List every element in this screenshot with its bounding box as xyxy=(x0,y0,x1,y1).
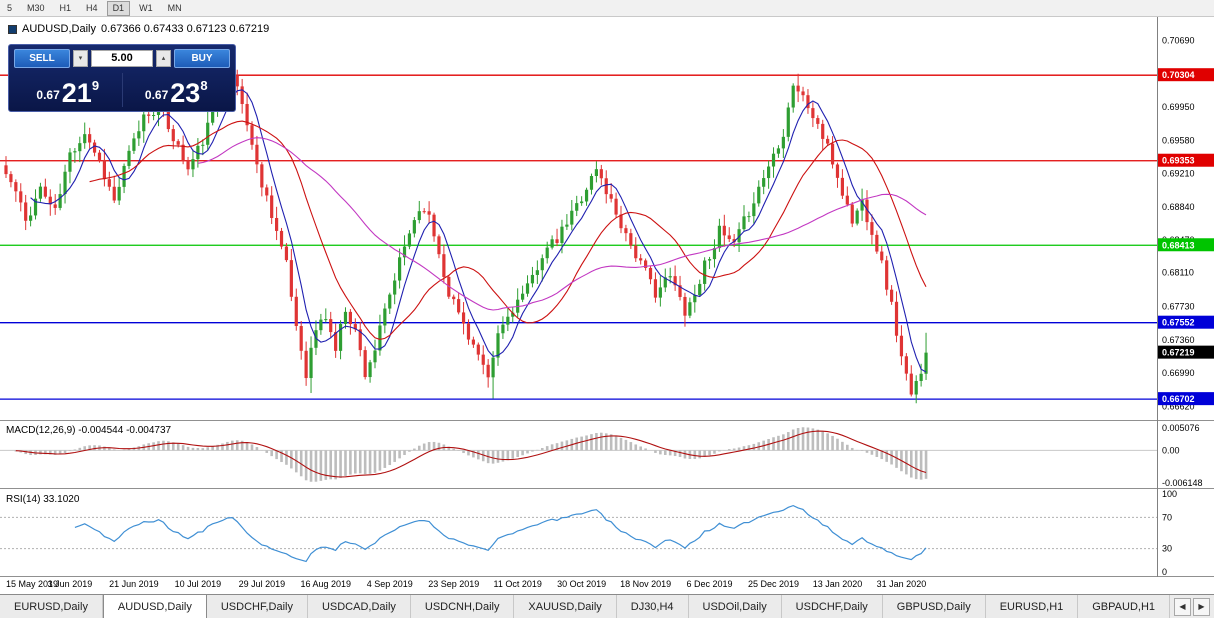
chart-tab-eurusd-h1[interactable]: EURUSD,H1 xyxy=(986,595,1079,618)
timeframe-button-h4[interactable]: H4 xyxy=(86,2,98,13)
volume-increase-button[interactable]: ▴ xyxy=(156,50,171,67)
sell-price-prefix: 0.67 xyxy=(36,88,60,102)
buy-price-display[interactable]: 0.67 23 8 xyxy=(123,70,231,110)
chart-tab-audusd-daily[interactable]: AUDUSD,Daily xyxy=(102,595,207,618)
tab-scroll-right-icon[interactable]: ▶ xyxy=(1193,597,1210,616)
svg-text:0.70690: 0.70690 xyxy=(1162,35,1195,45)
buy-price-prefix: 0.67 xyxy=(144,88,169,102)
chart-tab-eurusd-daily[interactable]: EURUSD,Daily xyxy=(0,595,103,618)
svg-text:0.67552: 0.67552 xyxy=(1162,318,1195,328)
chart-tab-gbpusd-daily[interactable]: GBPUSD,Daily xyxy=(883,595,986,618)
chart-tab-usdchf-daily[interactable]: USDCHF,Daily xyxy=(782,595,883,618)
level-lines[interactable] xyxy=(0,74,1157,400)
svg-text:13 Jan 2020: 13 Jan 2020 xyxy=(813,579,863,589)
svg-text:31 Jan 2020: 31 Jan 2020 xyxy=(877,579,927,589)
sell-button[interactable]: SELL xyxy=(14,49,70,68)
svg-text:0: 0 xyxy=(1162,567,1167,577)
moving-averages-layer xyxy=(30,89,927,373)
rsi-pane[interactable]: RSI(14) 33.1020 100 70 30 0 xyxy=(0,489,1177,577)
svg-text:0.69353: 0.69353 xyxy=(1162,156,1195,166)
price-divider xyxy=(121,73,123,107)
svg-text:18 Nov 2019: 18 Nov 2019 xyxy=(620,579,671,589)
buy-price-big: 23 xyxy=(170,78,201,108)
price-axis: 0.706900.703300.699500.695800.692100.688… xyxy=(1158,35,1214,412)
svg-text:-0.006148: -0.006148 xyxy=(1162,478,1203,488)
svg-text:29 Jul 2019: 29 Jul 2019 xyxy=(239,579,286,589)
svg-text:21 Jun 2019: 21 Jun 2019 xyxy=(109,579,159,589)
buy-button[interactable]: BUY xyxy=(174,49,230,68)
candles-layer[interactable] xyxy=(4,61,928,404)
chart-tab-dj30-h4[interactable]: DJ30,H4 xyxy=(617,595,689,618)
timeframe-button-5[interactable]: 5 xyxy=(7,2,13,13)
svg-text:0.67219: 0.67219 xyxy=(1162,348,1195,358)
svg-text:0.68110: 0.68110 xyxy=(1162,268,1194,278)
sell-price-display[interactable]: 0.67 21 9 xyxy=(14,70,122,110)
timeframe-toolbar: 5 M30 H1 H4 D1 W1 MN xyxy=(0,0,1214,17)
svg-text:0.68413: 0.68413 xyxy=(1162,240,1195,250)
svg-text:6 Dec 2019: 6 Dec 2019 xyxy=(687,579,733,589)
volume-decrease-button[interactable]: ▾ xyxy=(73,50,88,67)
chart-title: AUDUSD,Daily 0.67366 0.67433 0.67123 0.6… xyxy=(8,23,269,35)
svg-text:0.69580: 0.69580 xyxy=(1162,135,1195,145)
svg-text:3 Jun 2019: 3 Jun 2019 xyxy=(48,579,93,589)
svg-text:RSI(14) 33.1020: RSI(14) 33.1020 xyxy=(6,494,80,505)
svg-text:0.66620: 0.66620 xyxy=(1162,402,1195,412)
chart-tab-xauusd-daily[interactable]: XAUUSD,Daily xyxy=(514,595,617,618)
svg-text:30 Oct 2019: 30 Oct 2019 xyxy=(557,579,606,589)
svg-text:0.67360: 0.67360 xyxy=(1162,335,1195,345)
chart-canvas[interactable]: 0.706900.703300.699500.695800.692100.688… xyxy=(0,0,1214,594)
svg-text:MACD(12,26,9) -0.004544 -0.004: MACD(12,26,9) -0.004544 -0.004737 xyxy=(6,425,172,436)
svg-text:30: 30 xyxy=(1162,544,1172,554)
svg-text:10 Jul 2019: 10 Jul 2019 xyxy=(175,579,222,589)
svg-text:70: 70 xyxy=(1162,512,1172,522)
svg-text:0.68840: 0.68840 xyxy=(1162,202,1195,212)
chart-tab-gbpaud-h1[interactable]: GBPAUD,H1 xyxy=(1078,595,1170,618)
svg-text:0.69950: 0.69950 xyxy=(1162,102,1195,112)
svg-text:23 Sep 2019: 23 Sep 2019 xyxy=(428,579,479,589)
sell-price-big: 21 xyxy=(61,78,92,108)
svg-text:0.00: 0.00 xyxy=(1162,445,1180,455)
svg-text:4 Sep 2019: 4 Sep 2019 xyxy=(367,579,413,589)
ohlc-readout: 0.67366 0.67433 0.67123 0.67219 xyxy=(100,23,270,35)
svg-text:0.69210: 0.69210 xyxy=(1162,169,1195,179)
svg-text:0.005076: 0.005076 xyxy=(1162,423,1200,433)
timeframe-button-d1[interactable]: D1 xyxy=(106,0,131,16)
timeframe-button-h1[interactable]: H1 xyxy=(59,2,72,13)
trade-controls-row: SELL ▾ 5.00 ▴ BUY xyxy=(14,48,230,69)
svg-text:16 Aug 2019: 16 Aug 2019 xyxy=(301,579,352,589)
svg-text:0.70304: 0.70304 xyxy=(1162,70,1195,80)
macd-pane[interactable]: MACD(12,26,9) -0.004544 -0.004737 0.00507… xyxy=(0,423,1203,488)
chart-tab-usdcad-daily[interactable]: USDCAD,Daily xyxy=(308,595,411,618)
trade-prices-row: 0.67 21 9 0.67 23 8 xyxy=(14,70,230,110)
svg-text:25 Dec 2019: 25 Dec 2019 xyxy=(748,579,799,589)
tab-scroll-left-icon[interactable]: ◀ xyxy=(1174,597,1191,616)
svg-text:0.67730: 0.67730 xyxy=(1162,302,1195,312)
volume-input[interactable]: 5.00 xyxy=(91,50,153,67)
one-click-trading-panel: SELL ▾ 5.00 ▴ BUY 0.67 21 9 0.67 23 8 xyxy=(8,44,236,112)
chart-tabs-bar: EURUSD,Daily AUDUSD,Daily USDCHF,Daily USDC… xyxy=(0,594,1214,618)
timeframe-button-m30[interactable]: M30 xyxy=(27,2,45,13)
timeframe-button-w1[interactable]: W1 xyxy=(139,2,153,13)
svg-text:0.66990: 0.66990 xyxy=(1162,368,1195,378)
chart-tab-usdoil-daily[interactable]: USDOil,Daily xyxy=(689,595,782,618)
sell-price-sup: 9 xyxy=(91,78,100,93)
chart-tab-usdcnh-daily[interactable]: USDCNH,Daily xyxy=(411,595,515,618)
chart-window-icon xyxy=(8,24,17,34)
pane-dividers xyxy=(0,17,1214,577)
symbol-period-label: AUDUSD,Daily xyxy=(22,23,96,35)
svg-text:100: 100 xyxy=(1162,489,1177,499)
chart-tab-usdchf-daily[interactable]: USDCHF,Daily xyxy=(207,595,308,618)
svg-text:0.66702: 0.66702 xyxy=(1162,394,1195,404)
svg-text:11 Oct 2019: 11 Oct 2019 xyxy=(493,579,541,589)
tab-scroll-buttons: ◀ ▶ xyxy=(1170,595,1214,618)
svg-text:15 May 2019: 15 May 2019 xyxy=(6,579,58,589)
timeframe-button-mn[interactable]: MN xyxy=(167,2,182,13)
buy-price-sup: 8 xyxy=(200,78,208,93)
